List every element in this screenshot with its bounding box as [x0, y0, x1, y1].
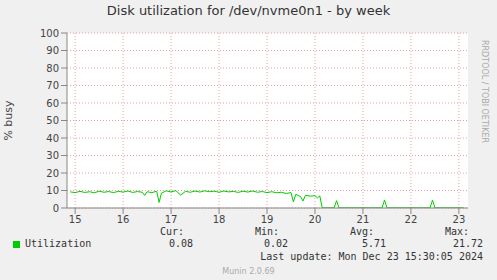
html-text:RRDTOOL / TOBI OETIKER: RRDTOOL / TOBI OETIKER — [480, 40, 489, 143]
svg-text:15: 15 — [69, 214, 82, 225]
html-text:Avg:: Avg: — [350, 226, 375, 237]
svg-text:17: 17 — [165, 214, 178, 225]
svg-text:10: 10 — [46, 185, 59, 196]
html-text:Disk utilization for /dev/nvme: Disk utilization for /dev/nvme0n1 - by w… — [106, 3, 391, 18]
svg-text:40: 40 — [46, 133, 59, 144]
svg-text:% busy: % busy — [8, 100, 15, 141]
svg-text:80: 80 — [46, 63, 59, 74]
svg-text:21: 21 — [357, 214, 370, 225]
html-text:Utilization: Utilization — [25, 238, 92, 249]
html-text:Munin 2.0.69: Munin 2.0.69 — [222, 267, 275, 276]
html-text:Last update: Mon Dec 23 15:30:: Last update: Mon Dec 23 15:30:05 2024 — [260, 251, 483, 262]
html-text:0.08: 0.08 — [168, 238, 193, 249]
svg-text:0: 0 — [53, 203, 59, 214]
svg-text:19: 19 — [261, 214, 274, 225]
html-text:21.72: 21.72 — [452, 238, 483, 249]
svg-text:90: 90 — [46, 45, 59, 56]
svg-text:50: 50 — [46, 115, 59, 126]
svg-text:70: 70 — [46, 80, 59, 91]
html-text:Max:: Max: — [445, 226, 470, 237]
svg-text:60: 60 — [46, 98, 59, 109]
html-text:Cur:: Cur: — [160, 226, 185, 237]
html-text:Min:: Min: — [255, 226, 280, 237]
svg-text:30: 30 — [46, 150, 59, 161]
svg-text:22: 22 — [405, 214, 418, 225]
svg-text:23: 23 — [453, 214, 466, 225]
html-text:5.71: 5.71 — [361, 238, 386, 249]
svg-text:16: 16 — [117, 214, 130, 225]
svg-text:100: 100 — [40, 28, 59, 39]
html-text:0.02: 0.02 — [263, 238, 288, 249]
svg-text:20: 20 — [309, 214, 322, 225]
svg-text:20: 20 — [46, 168, 59, 179]
svg-text:18: 18 — [213, 214, 226, 225]
